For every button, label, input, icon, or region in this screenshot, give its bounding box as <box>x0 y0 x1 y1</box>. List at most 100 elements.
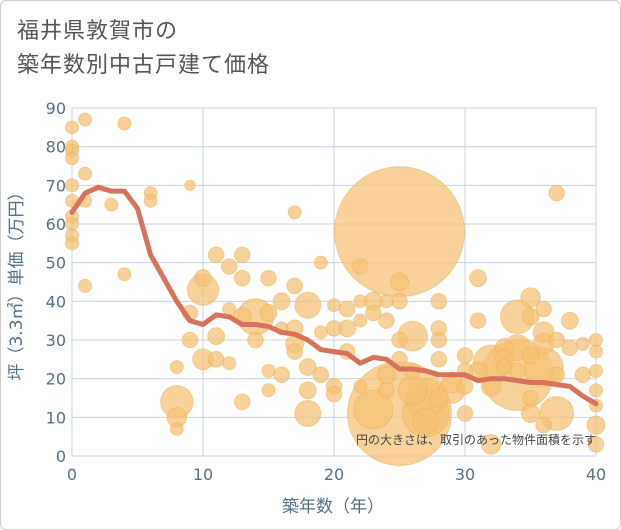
data-point <box>353 294 368 309</box>
data-point <box>397 375 428 406</box>
data-point <box>234 393 251 411</box>
data-point <box>456 405 474 422</box>
x-tick-label: 20 <box>324 465 344 484</box>
data-point <box>391 293 408 310</box>
data-point <box>65 178 79 193</box>
data-point <box>169 421 184 436</box>
data-point <box>587 436 605 453</box>
data-point <box>298 358 317 377</box>
y-tick-label: 70 <box>46 176 66 195</box>
data-point <box>294 399 322 427</box>
data-point <box>469 312 487 329</box>
data-point <box>261 363 276 378</box>
data-point <box>389 272 410 292</box>
data-point <box>260 269 277 287</box>
data-point <box>560 311 579 330</box>
data-point <box>520 287 541 308</box>
data-point <box>353 389 394 430</box>
data-point <box>261 383 276 398</box>
data-point <box>353 379 368 394</box>
data-point <box>351 258 369 275</box>
data-point <box>430 293 448 310</box>
data-point <box>286 277 304 295</box>
data-point <box>143 193 158 208</box>
data-point <box>561 339 579 357</box>
data-point <box>391 331 408 349</box>
data-point <box>117 267 132 282</box>
data-point <box>353 313 368 328</box>
data-point <box>220 258 238 275</box>
data-point <box>273 366 290 384</box>
data-point <box>287 205 302 220</box>
data-point <box>117 116 132 131</box>
data-point <box>378 312 395 329</box>
axis-ticks: 0 10 20 30 40 50 60 70 80 90 0 10 20 30 40 <box>46 99 607 484</box>
data-point <box>548 331 566 349</box>
data-point <box>298 381 317 400</box>
y-tick-label: 80 <box>46 138 66 157</box>
data-point <box>589 344 603 359</box>
data-point <box>78 166 93 181</box>
data-point <box>456 378 474 395</box>
x-axis-title: 築年数（年） <box>282 497 384 517</box>
data-point <box>574 366 592 384</box>
data-point <box>548 366 566 384</box>
y-tick-label: 90 <box>46 99 66 118</box>
data-point <box>325 385 343 403</box>
data-point <box>169 360 184 375</box>
data-point <box>181 331 199 349</box>
data-point <box>207 246 225 264</box>
data-point <box>365 304 382 322</box>
data-point <box>589 333 603 347</box>
data-point <box>535 416 552 434</box>
y-tick-label: 60 <box>46 215 66 234</box>
x-tick-label: 10 <box>193 465 213 484</box>
data-point <box>430 351 448 368</box>
data-point <box>78 112 93 127</box>
y-tick-label: 40 <box>46 292 66 311</box>
data-point <box>509 362 526 380</box>
data-point <box>207 351 225 368</box>
y-tick-label: 20 <box>46 370 66 389</box>
chart-title-line-2: 築年数別中古戸建て価格 <box>17 53 271 78</box>
data-point <box>247 331 264 349</box>
data-point <box>104 197 119 212</box>
data-point <box>480 434 502 455</box>
data-point <box>456 347 474 364</box>
data-point <box>184 179 196 192</box>
y-axis-title: 坪（3.3㎡）単価（万円） <box>7 183 27 380</box>
data-point <box>259 303 278 322</box>
y-tick-label: 50 <box>46 254 66 273</box>
data-point <box>535 300 552 318</box>
data-point <box>313 325 328 340</box>
data-point <box>294 291 322 319</box>
bubbles <box>65 112 606 466</box>
data-point <box>520 403 541 424</box>
data-point <box>65 217 79 231</box>
data-point <box>376 365 396 385</box>
data-point <box>234 246 251 264</box>
average-price-line <box>69 184 599 407</box>
data-point <box>65 151 79 166</box>
y-tick-label: 30 <box>46 331 66 350</box>
data-point <box>207 327 226 346</box>
data-point <box>327 298 341 313</box>
data-point <box>286 343 304 360</box>
data-point <box>430 331 448 349</box>
data-point <box>272 292 291 311</box>
data-point <box>78 278 93 293</box>
data-point <box>325 320 343 337</box>
data-point <box>222 356 237 371</box>
data-point <box>65 120 79 135</box>
data-point <box>313 255 328 270</box>
data-point <box>575 336 590 351</box>
data-point <box>234 269 251 287</box>
x-tick-label: 30 <box>455 465 475 484</box>
data-point <box>589 363 603 378</box>
data-point <box>312 366 330 384</box>
data-point <box>521 307 540 326</box>
size-note: 円の大きさは、取引のあった物件面積を示す <box>356 432 596 447</box>
y-tick-label: 0 <box>56 447 66 466</box>
